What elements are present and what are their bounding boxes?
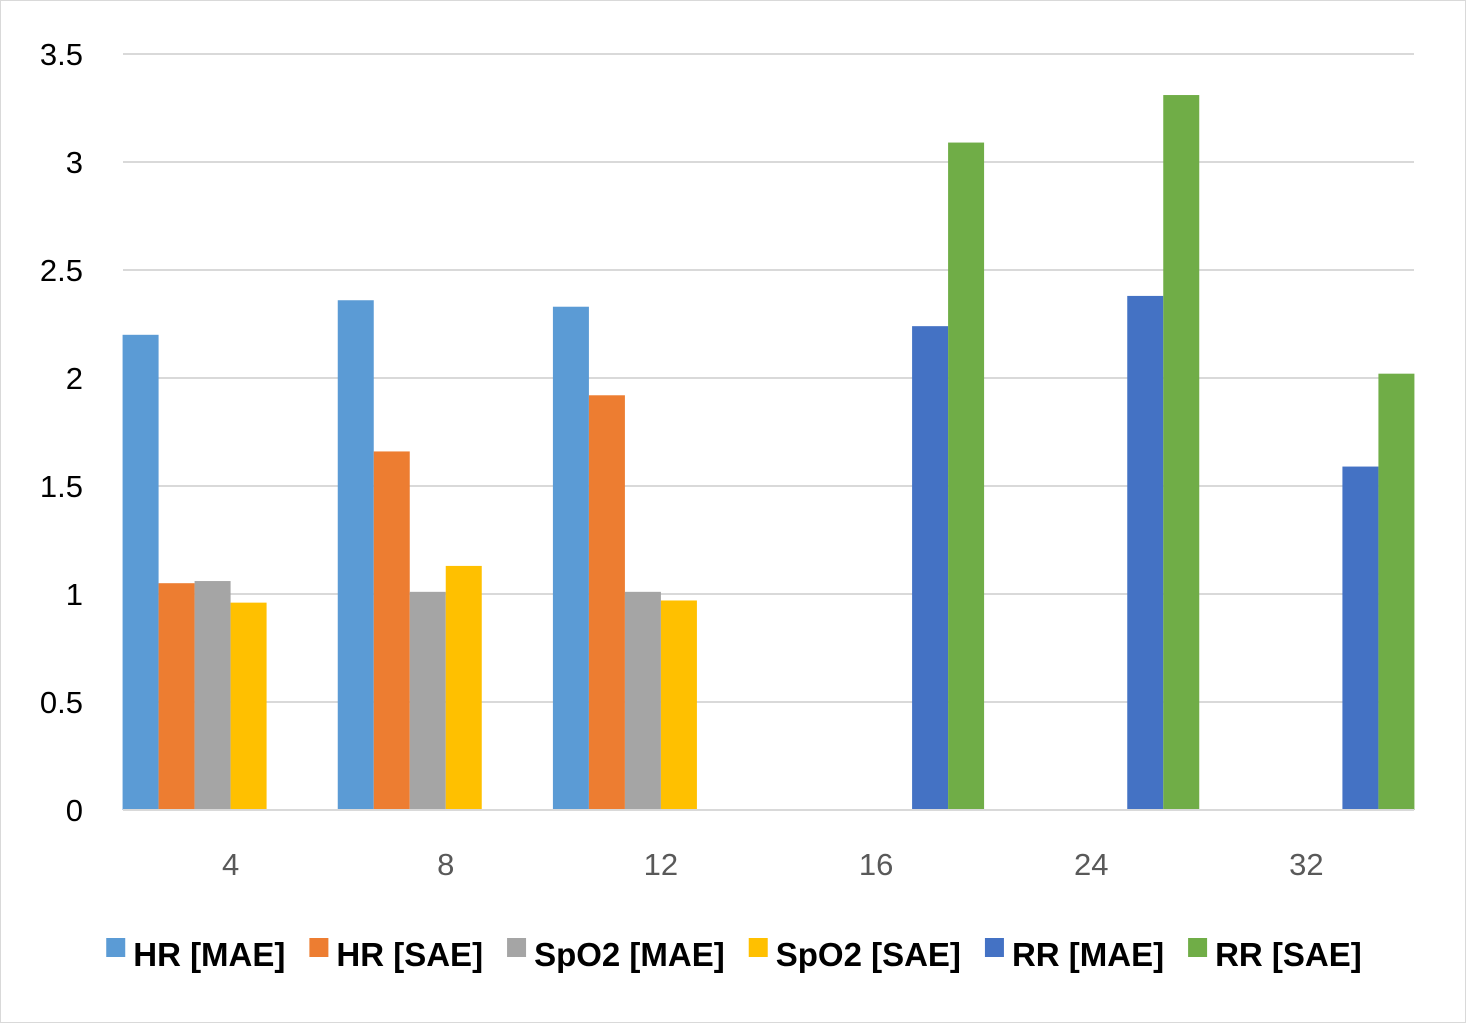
legend-label: SpO2 [SAE] [776, 936, 961, 973]
bar-spo2-sae-4 [230, 602, 267, 810]
legend-item: RR [MAE] [984, 936, 1164, 973]
y-tick-label: 0 [66, 793, 83, 828]
bar-spo2-mae-8 [409, 591, 446, 810]
bar-hr-mae-12 [552, 306, 589, 810]
bar-hr-mae-4 [122, 334, 159, 810]
legend-label: HR [MAE] [133, 936, 285, 973]
legend-swatch [1188, 938, 1208, 957]
legend-swatch [507, 938, 527, 957]
bar-spo2-sae-12 [660, 600, 697, 810]
legend-swatch [748, 938, 768, 957]
bar-rr-mae-24 [1127, 295, 1164, 810]
bar-spo2-mae-4 [194, 581, 231, 810]
legend-label: SpO2 [MAE] [534, 936, 725, 973]
y-tick-label: 0.5 [40, 685, 83, 720]
legend-item: RR [SAE] [1188, 936, 1362, 973]
x-tick-label: 16 [859, 847, 893, 882]
legend-item: HR [MAE] [106, 936, 285, 973]
legend-swatch [309, 938, 329, 957]
legend-item: SpO2 [SAE] [748, 936, 961, 973]
y-tick-label: 3.5 [40, 37, 83, 72]
x-tick-label: 24 [1074, 847, 1108, 882]
y-axis-ticks: 0 0.5 1 1.5 2 2.5 3 3.5 [40, 37, 83, 828]
bar-hr-sae-12 [588, 395, 625, 810]
x-tick-label: 8 [437, 847, 454, 882]
legend-swatch [984, 938, 1004, 957]
bar-hr-mae-8 [337, 300, 374, 810]
x-axis-ticks: 4 8 12 16 24 32 [222, 847, 1324, 882]
legend-item: HR [SAE] [309, 936, 483, 973]
x-tick-label: 12 [644, 847, 678, 882]
x-tick-label: 32 [1289, 847, 1323, 882]
bar-hr-sae-8 [373, 451, 410, 810]
y-tick-label: 2.5 [40, 253, 83, 288]
y-tick-label: 1 [66, 577, 83, 612]
y-tick-label: 1.5 [40, 469, 83, 504]
gridlines [123, 53, 1414, 703]
x-tick-label: 4 [222, 847, 239, 882]
legend-label: RR [SAE] [1215, 936, 1362, 973]
y-tick-label: 2 [66, 361, 83, 396]
legend: HR [MAE] HR [SAE] SpO2 [MAE] SpO2 [SAE] RR [… [106, 936, 1362, 973]
bars [122, 95, 1415, 811]
bar-hr-sae-4 [158, 583, 195, 810]
bar-rr-sae-16 [948, 142, 985, 810]
bar-spo2-mae-12 [624, 591, 661, 810]
bar-rr-sae-32 [1378, 373, 1415, 810]
legend-item: SpO2 [MAE] [507, 936, 725, 973]
bar-rr-mae-16 [912, 326, 949, 810]
bar-rr-sae-24 [1163, 95, 1200, 811]
legend-swatch [106, 938, 126, 957]
bar-rr-mae-32 [1342, 466, 1379, 810]
bar-spo2-sae-8 [445, 565, 482, 810]
legend-label: RR [MAE] [1012, 936, 1164, 973]
y-tick-label: 3 [66, 145, 83, 180]
legend-label: HR [SAE] [336, 936, 483, 973]
